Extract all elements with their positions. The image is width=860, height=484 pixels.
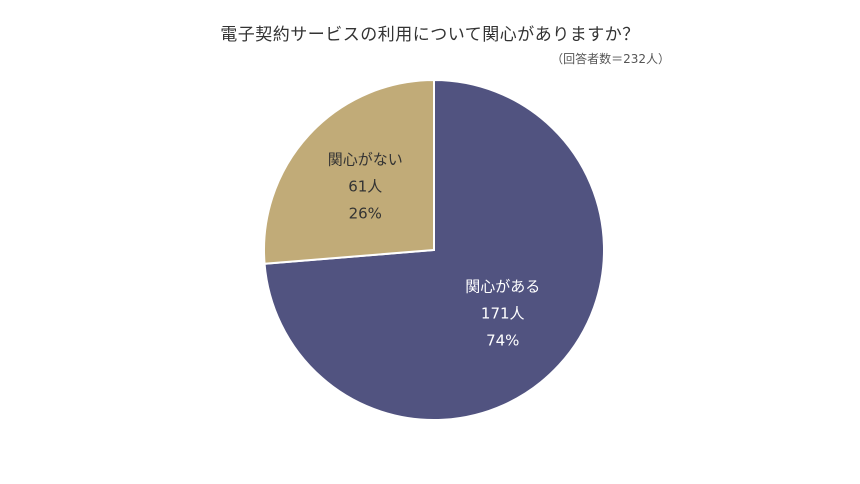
pie-slice-2 — [263, 78, 435, 265]
slice-label-2: 関心がない 61人 26% — [328, 151, 403, 223]
chart-title: 電子契約サービスの利用について関心がありますか？ — [220, 25, 640, 45]
chart-subtitle: （回答者数＝232人） — [551, 52, 670, 66]
slice-label-1: 関心がある 171人 74% — [465, 277, 540, 349]
